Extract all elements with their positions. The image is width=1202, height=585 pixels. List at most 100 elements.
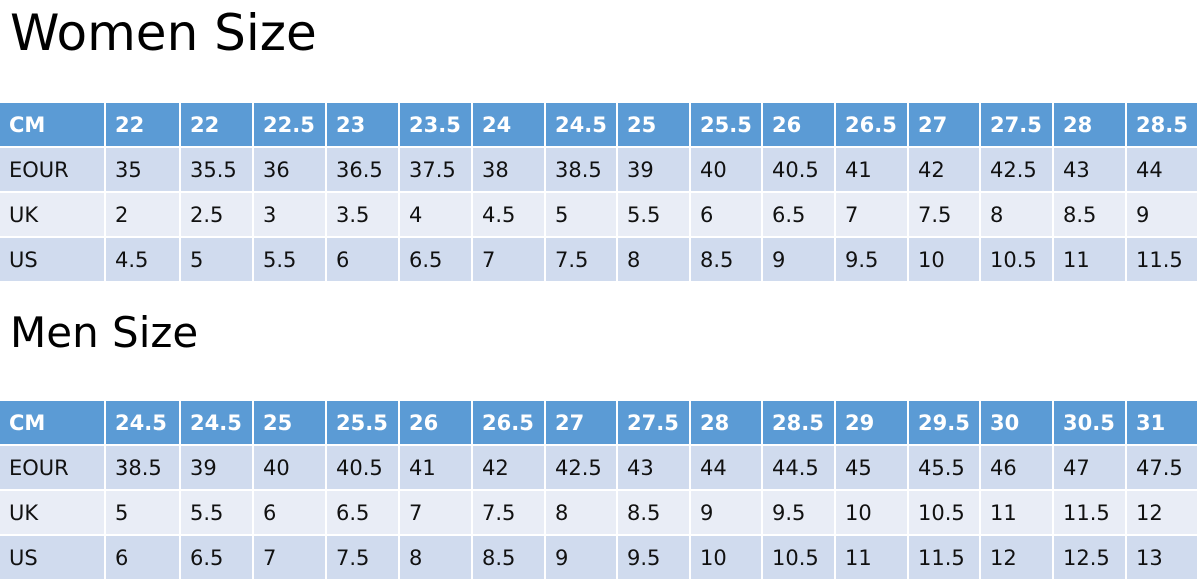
table-cell: 12.5: [1052, 534, 1127, 581]
table-cell: 40: [689, 146, 763, 193]
table-cell: 26: [761, 101, 836, 148]
table-cell: 26.5: [471, 399, 546, 446]
table-cell: 41: [398, 444, 473, 491]
table-cell: 22: [104, 101, 181, 148]
table-cell: 42.5: [979, 146, 1054, 193]
table-cell: 44.5: [761, 444, 836, 491]
table-cell: 10: [907, 236, 981, 283]
table-cell: 5: [179, 236, 254, 283]
table-cell: 12: [979, 534, 1054, 581]
table-cell: 5: [544, 191, 618, 238]
table-cell: 45: [834, 444, 909, 491]
table-cell: 5.5: [179, 489, 254, 536]
table-cell: 5.5: [616, 191, 691, 238]
table-cell: 26: [398, 399, 473, 446]
table-cell: 24.5: [179, 399, 254, 446]
table-cell: 26.5: [834, 101, 909, 148]
row-label: UK: [0, 489, 106, 536]
table-cell: 11.5: [1125, 236, 1199, 283]
table-cell: 9: [544, 534, 618, 581]
table-cell: 38: [471, 146, 546, 193]
table-cell: 11.5: [1052, 489, 1127, 536]
table-cell: 4.5: [104, 236, 181, 283]
table-cell: 42: [907, 146, 981, 193]
table-cell: 10: [834, 489, 909, 536]
table-cell: 47: [1052, 444, 1127, 491]
table-cell: 4.5: [471, 191, 546, 238]
table-cell: 23: [325, 101, 400, 148]
header-row: CM 24.5 24.5 25 25.5 26 26.5 27 27.5 28 28.5 29 29.5…: [0, 399, 1199, 446]
table-cell: 8.5: [616, 489, 691, 536]
table-cell: 25: [616, 101, 691, 148]
table-cell: 29.5: [907, 399, 981, 446]
women-size-title: Women Size: [10, 4, 317, 62]
table-row: UK 2 2.5 3 3.5 4 4.5 5 5.5 6 6.5 7 7.5 8 8.5 9: [0, 191, 1199, 238]
table-cell: 27.5: [979, 101, 1054, 148]
table-cell: 8.5: [471, 534, 546, 581]
table-cell: 38.5: [104, 444, 181, 491]
table-cell: 7.5: [907, 191, 981, 238]
table-cell: 9.5: [761, 489, 836, 536]
table-cell: 9: [761, 236, 836, 283]
table-cell: 40: [252, 444, 327, 491]
table-cell: 27: [907, 101, 981, 148]
table-cell: 46: [979, 444, 1054, 491]
table-cell: 42: [471, 444, 546, 491]
table-cell: 24.5: [544, 101, 618, 148]
table-cell: 6: [104, 534, 181, 581]
table-cell: 5: [104, 489, 181, 536]
table-cell: 7.5: [325, 534, 400, 581]
table-cell: 28: [689, 399, 763, 446]
table-cell: 6: [325, 236, 400, 283]
table-cell: 8: [616, 236, 691, 283]
table-cell: 11: [834, 534, 909, 581]
table-cell: 2.5: [179, 191, 254, 238]
table-cell: 7.5: [544, 236, 618, 283]
men-size-table: CM 24.5 24.5 25 25.5 26 26.5 27 27.5 28 28.5 29 29.5…: [0, 399, 1199, 581]
table-cell: 6: [689, 191, 763, 238]
table-cell: 37.5: [398, 146, 473, 193]
table-cell: 3: [252, 191, 327, 238]
table-cell: 8.5: [1052, 191, 1127, 238]
table-cell: 24: [471, 101, 546, 148]
table-cell: 40.5: [325, 444, 400, 491]
table-cell: 27: [544, 399, 618, 446]
table-cell: 7: [471, 236, 546, 283]
table-row: US 6 6.5 7 7.5 8 8.5 9 9.5 10 10.5 11 11.5 12 12.5 13: [0, 534, 1199, 581]
table-cell: 8: [398, 534, 473, 581]
table-cell: 36.5: [325, 146, 400, 193]
women-size-table: CM 22 22 22.5 23 23.5 24 24.5 25 25.5 26 26.5 27 27.5…: [0, 101, 1199, 283]
table-cell: 27.5: [616, 399, 691, 446]
table-cell: 8.5: [689, 236, 763, 283]
table-cell: 2: [104, 191, 181, 238]
table-cell: 11: [1052, 236, 1127, 283]
table-cell: 25.5: [325, 399, 400, 446]
table-row: US 4.5 5 5.5 6 6.5 7 7.5 8 8.5 9 9.5 10 10.5 11 11.5: [0, 236, 1199, 283]
table-cell: 6.5: [398, 236, 473, 283]
table-cell: 39: [616, 146, 691, 193]
table-cell: 28.5: [761, 399, 836, 446]
table-cell: 31: [1125, 399, 1199, 446]
table-cell: 10.5: [761, 534, 836, 581]
row-label: EOUR: [0, 146, 106, 193]
table-row: EOUR 35 35.5 36 36.5 37.5 38 38.5 39 40 40.5 41 42 42…: [0, 146, 1199, 193]
table-cell: 23.5: [398, 101, 473, 148]
table-cell: 35.5: [179, 146, 254, 193]
table-cell: 6.5: [761, 191, 836, 238]
men-size-title: Men Size: [10, 308, 199, 357]
table-cell: 7: [398, 489, 473, 536]
table-cell: 35: [104, 146, 181, 193]
table-cell: 10.5: [907, 489, 981, 536]
row-label: EOUR: [0, 444, 106, 491]
table-cell: 3.5: [325, 191, 400, 238]
table-cell: 9.5: [616, 534, 691, 581]
table-cell: 36: [252, 146, 327, 193]
table-row: UK 5 5.5 6 6.5 7 7.5 8 8.5 9 9.5 10 10.5 11 11.5 12: [0, 489, 1199, 536]
table-cell: 6: [252, 489, 327, 536]
table-cell: 12: [1125, 489, 1199, 536]
table-cell: 44: [689, 444, 763, 491]
table-cell: 22: [179, 101, 254, 148]
table-cell: 30.5: [1052, 399, 1127, 446]
table-cell: 22.5: [252, 101, 327, 148]
row-label: CM: [0, 399, 106, 446]
